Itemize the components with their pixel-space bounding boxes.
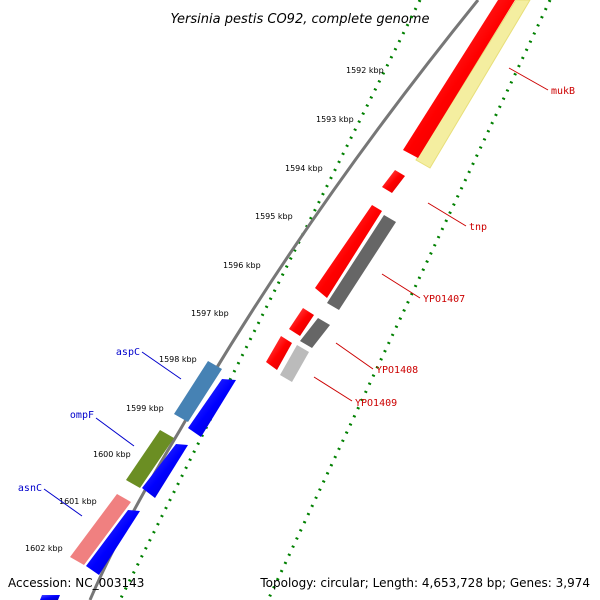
- aspC-reverse-feature[interactable]: [174, 361, 222, 422]
- genome-summary-text: Topology: circular; Length: 4,653,728 bp…: [259, 576, 590, 590]
- gene-label-mukB[interactable]: mukB: [551, 86, 575, 97]
- gene-label-tnp[interactable]: tnp: [469, 222, 487, 233]
- tnp-forward-feature[interactable]: [382, 170, 405, 193]
- accession-text: Accession: NC_003143: [8, 576, 144, 590]
- mukB-reverse-feature[interactable]: [415, 0, 531, 169]
- label-callouts: [43, 67, 549, 517]
- tnp-callout: [427, 202, 467, 227]
- outer-scale-track: [118, 0, 422, 600]
- tick-label: 1602 kbp: [25, 544, 63, 553]
- gene-label-YPO1408[interactable]: YPO1408: [376, 365, 418, 376]
- YPO1407-forward-feature[interactable]: [315, 205, 382, 298]
- tick-label: 1595 kbp: [255, 212, 293, 221]
- tick-label: 1598 kbp: [159, 355, 197, 364]
- reverse-strand-features: [70, 0, 531, 565]
- tracks: [88, 0, 552, 600]
- YPO1409-forward-feature[interactable]: [266, 336, 292, 370]
- ompF-callout: [95, 417, 135, 447]
- YPO1408-callout: [335, 342, 374, 370]
- aspC-forward-feature[interactable]: [188, 379, 236, 437]
- gene-label-aspC[interactable]: aspC: [116, 347, 140, 358]
- gene-label-YPO1407[interactable]: YPO1407: [423, 294, 465, 305]
- mukB-forward-feature[interactable]: [403, 0, 515, 158]
- gene-labels: mukB tnp YPO1407 YPO1408 YPO1409 aspC om…: [18, 86, 575, 494]
- gene-label-asnC[interactable]: asnC: [18, 483, 42, 494]
- ompF-reverse-feature[interactable]: [126, 430, 174, 488]
- asnC-callout: [43, 488, 83, 517]
- tick-label: 1600 kbp: [93, 450, 131, 459]
- map-title: Yersinia pestis CO92, complete genome: [171, 12, 430, 27]
- tick-label: 1594 kbp: [285, 164, 323, 173]
- aspC-callout: [141, 351, 182, 380]
- gene-label-ompF[interactable]: ompF: [70, 410, 94, 421]
- tick-label: 1601 kbp: [59, 497, 97, 506]
- ompF-forward-feature[interactable]: [142, 444, 188, 498]
- tick-label: 1593 kbp: [316, 115, 354, 124]
- YPO1409-callout: [313, 376, 353, 402]
- YPO1408-forward-feature[interactable]: [289, 308, 314, 336]
- genome-backbone: [88, 0, 480, 600]
- YPO1409-reverse-feature[interactable]: [280, 345, 309, 382]
- tick-labels: 1592 kbp 1593 kbp 1594 kbp 1595 kbp 1596 kbp…: [25, 66, 384, 553]
- tick-label: 1592 kbp: [346, 66, 384, 75]
- YPO1407-reverse-feature[interactable]: [327, 215, 396, 310]
- YPO1408-reverse-feature[interactable]: [300, 318, 330, 348]
- partial-forward-feature: [40, 595, 60, 600]
- mukB-callout: [508, 67, 549, 91]
- tick-label: 1599 kbp: [126, 404, 164, 413]
- tick-label: 1596 kbp: [223, 261, 261, 270]
- asnC-reverse-feature[interactable]: [70, 494, 131, 565]
- gene-label-YPO1409[interactable]: YPO1409: [355, 398, 397, 409]
- forward-strand-features: [40, 0, 515, 600]
- YPO1407-callout: [381, 273, 421, 299]
- asnC-forward-feature[interactable]: [86, 510, 140, 575]
- tick-label: 1597 kbp: [191, 309, 229, 318]
